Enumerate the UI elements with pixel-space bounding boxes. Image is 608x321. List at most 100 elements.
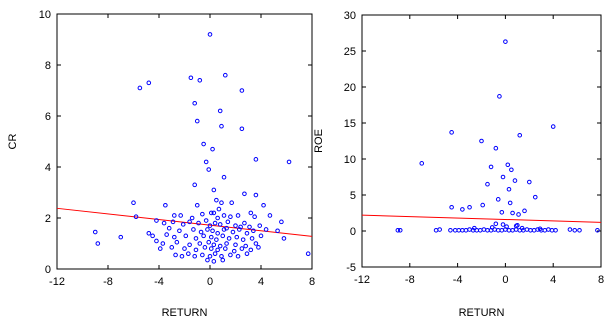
- roe-data-point: [395, 227, 401, 233]
- cr-data-point: [221, 213, 227, 218]
- cr-data-point: [197, 78, 203, 83]
- cr-data-point: [186, 251, 191, 256]
- roe-data-point: [553, 227, 558, 233]
- cr-x-tick-label: 0: [207, 276, 213, 288]
- roe-data-point: [505, 162, 511, 168]
- cr-data-point: [281, 236, 287, 241]
- cr-data-point: [228, 252, 233, 258]
- cr-data-point: [214, 197, 219, 203]
- roe-x-tick-label: -12: [354, 274, 370, 286]
- cr-data-point: [252, 214, 257, 220]
- cr-data-point: [251, 228, 256, 234]
- cr-data-point: [206, 167, 212, 172]
- cr-data-point: [208, 210, 214, 216]
- cr-data-point: [182, 246, 187, 251]
- cr-data-point: [207, 32, 213, 37]
- cr-x-tick-label: 4: [258, 276, 264, 288]
- cr-data-point: [146, 80, 152, 86]
- cr-data-point: [211, 187, 217, 193]
- roe-data-point: [572, 227, 578, 233]
- cr-data-point: [239, 246, 245, 251]
- roe-data-point: [531, 227, 537, 233]
- roe-data-point: [512, 178, 518, 183]
- cr-data-point: [305, 251, 311, 256]
- cr-data-point: [212, 220, 218, 226]
- cr-data-point: [173, 252, 178, 258]
- roe-data-point: [507, 200, 513, 206]
- cr-data-point: [172, 213, 177, 218]
- cr-data-point: [192, 253, 197, 259]
- cr-data-point: [234, 234, 240, 240]
- cr-data-point: [253, 241, 259, 246]
- roe-data-point: [488, 164, 494, 170]
- cr-data-point: [207, 253, 213, 259]
- cr-data-point: [194, 202, 200, 208]
- cr-data-point: [242, 191, 247, 197]
- roe-regression-line: [361, 214, 602, 223]
- cr-data-point: [253, 192, 259, 198]
- roe-data-point: [480, 202, 485, 208]
- roe-data-point: [510, 227, 515, 233]
- cr-x-axis-label: RETURN: [162, 307, 208, 319]
- cr-data-point: [187, 219, 192, 225]
- cr-data-point: [233, 242, 238, 248]
- cr-data-point: [205, 227, 210, 232]
- cr-data-point: [161, 220, 167, 226]
- roe-data-point: [499, 209, 505, 215]
- roe-data-point: [495, 197, 501, 202]
- roe-data-point: [493, 145, 499, 151]
- roe-data-point: [485, 181, 490, 187]
- roe-data-point: [500, 174, 506, 180]
- cr-data-point: [267, 213, 273, 218]
- roe-data-point: [500, 222, 506, 227]
- cr-data-point: [286, 159, 292, 165]
- roe-data-point: [449, 130, 454, 135]
- cr-data-point: [261, 202, 266, 208]
- roe-x-axis-label: RETURN: [459, 307, 505, 319]
- cr-data-point: [192, 100, 197, 106]
- roe-data-point: [537, 226, 543, 232]
- cr-data-point: [208, 246, 214, 251]
- cr-data-point: [242, 220, 247, 226]
- roe-data-point: [513, 227, 519, 232]
- roe-data-point: [504, 224, 509, 229]
- cr-plot-frame: [56, 13, 313, 270]
- cr-y-tick-label: 6: [45, 111, 51, 123]
- cr-data-point: [188, 75, 194, 81]
- roe-data-point: [517, 132, 523, 138]
- cr-y-tick-label: 0: [45, 264, 51, 276]
- cr-data-point: [197, 241, 203, 246]
- cr-data-point: [215, 215, 220, 221]
- cr-data-point: [256, 245, 261, 250]
- roe-data-point: [456, 227, 462, 233]
- cr-data-point: [203, 218, 209, 223]
- roe-data-point: [497, 94, 502, 99]
- cr-data-point: [146, 231, 152, 236]
- cr-data-point: [217, 243, 223, 249]
- cr-data-point: [160, 241, 166, 246]
- cr-data-point: [200, 252, 205, 258]
- cr-data-point: [208, 234, 214, 240]
- roe-data-point: [506, 186, 512, 192]
- roe-x-tick-label: 4: [550, 274, 556, 286]
- roe-data-point: [489, 225, 495, 230]
- cr-data-point: [191, 227, 196, 232]
- cr-data-point: [150, 233, 155, 239]
- roe-data-point: [595, 227, 600, 233]
- roe-data-point: [467, 227, 472, 232]
- cr-data-point: [219, 123, 224, 129]
- cr-data-point: [221, 174, 227, 180]
- cr-data-point: [214, 237, 219, 242]
- cr-data-point: [279, 219, 284, 225]
- cr-data-point: [179, 253, 185, 259]
- cr-y-tick-label: 8: [45, 60, 51, 72]
- cr-data-point: [253, 157, 259, 162]
- roe-data-point: [506, 227, 512, 233]
- roe-data-point: [522, 208, 527, 214]
- roe-data-point: [567, 227, 573, 232]
- cr-data-point: [189, 215, 195, 221]
- cr-data-point: [170, 219, 176, 225]
- roe-data-point: [499, 227, 505, 233]
- cr-data-point: [206, 239, 212, 245]
- cr-data-point: [202, 245, 208, 250]
